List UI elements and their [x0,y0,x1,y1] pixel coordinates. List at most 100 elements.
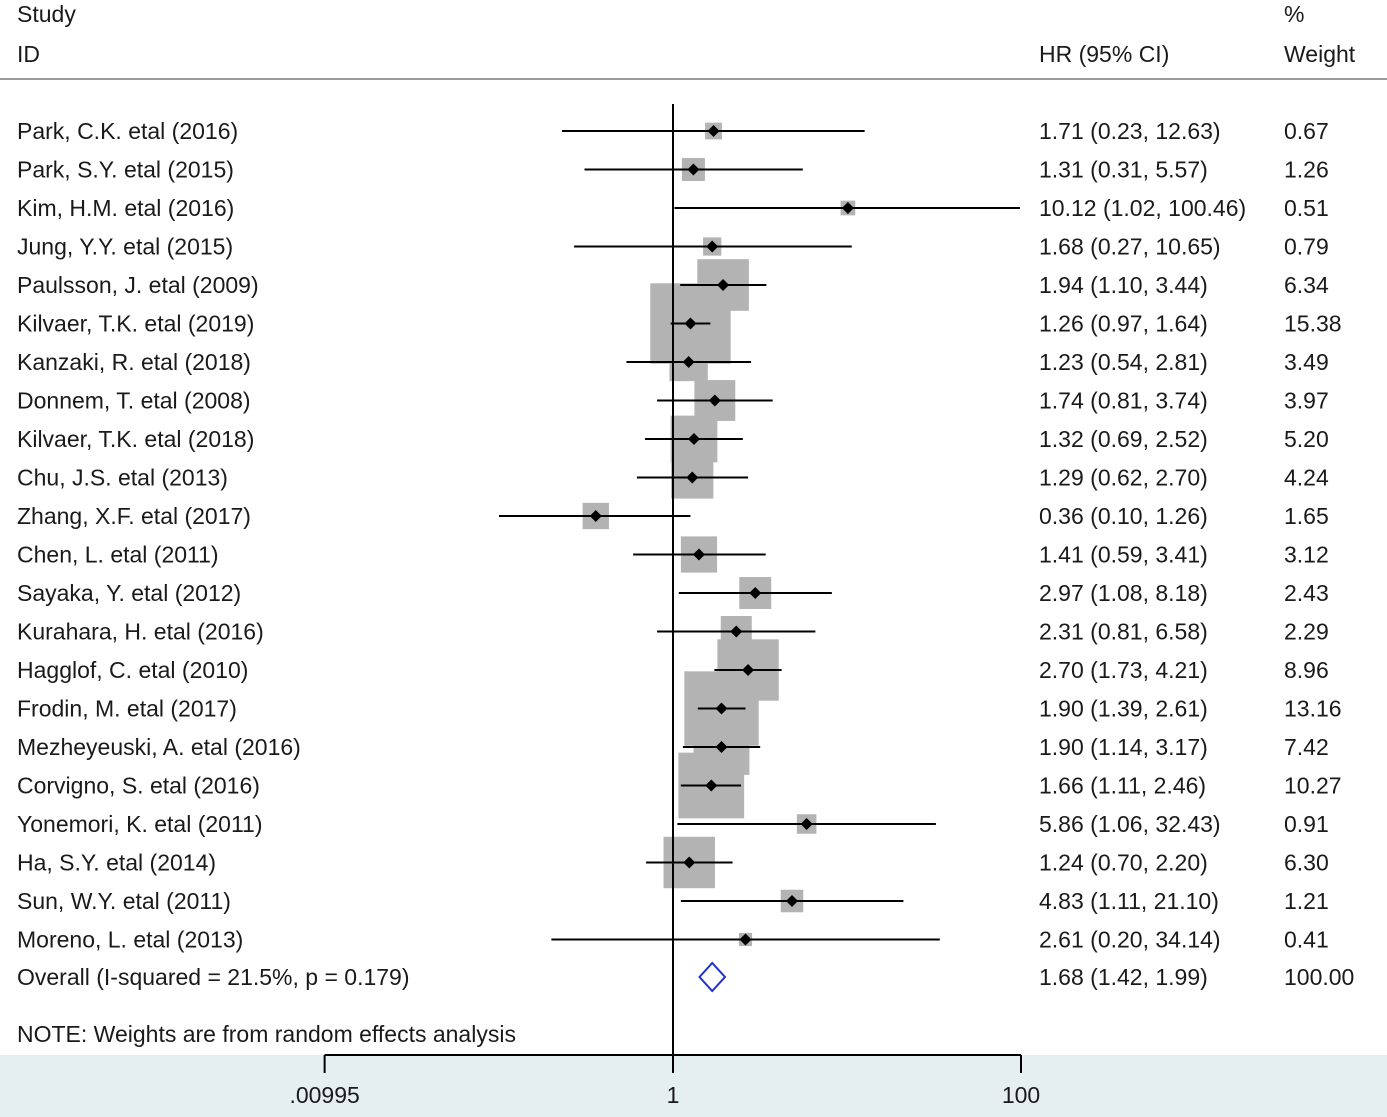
point-estimate [683,856,696,869]
overall-hr-ci-text: 1.68 (1.42, 1.99) [1039,964,1208,990]
hr-ci-text: 4.83 (1.11, 21.10) [1039,888,1219,914]
weight-text: 2.43 [1284,580,1329,606]
point-estimate [717,279,730,291]
point-estimate [686,471,699,484]
hr-ci-text: 1.29 (0.62, 2.70) [1039,465,1208,491]
weight-text: 3.12 [1284,542,1329,568]
header-percent-label: % [1284,1,1304,27]
point-estimate [684,317,697,330]
hr-ci-text: 1.66 (1.11, 2.46) [1039,773,1206,799]
hr-ci-text: 1.74 (0.81, 3.74) [1039,388,1208,414]
point-estimate [708,394,721,407]
point-estimate [715,702,728,715]
study-id: Donnem, T. etal (2008) [17,388,251,414]
point-estimates [589,125,854,946]
study-id: Ha, S.Y. etal (2014) [17,850,216,876]
point-estimate [739,933,752,946]
point-estimate [692,548,705,561]
hr-ci-text: 1.31 (0.31, 5.57) [1039,157,1208,183]
weight-text: 8.96 [1284,657,1329,683]
weight-text: 1.26 [1284,157,1329,183]
study-id: Yonemori, K. etal (2011) [17,811,262,837]
header-id-label: ID [17,41,40,67]
weight-text: 3.49 [1284,349,1329,375]
study-id: Kim, H.M. etal (2016) [17,195,234,221]
confidence-intervals [499,130,1020,941]
point-estimate [707,125,720,137]
study-id: Park, C.K. etal (2016) [17,118,238,144]
study-id: Kilvaer, T.K. etal (2018) [17,426,254,452]
weight-text: 13.16 [1284,696,1342,722]
header-hr-label: HR (95% CI) [1039,41,1169,67]
hr-ci-text: 1.90 (1.14, 3.17) [1039,734,1208,760]
study-id: Frodin, M. etal (2017) [17,696,237,722]
weight-text: 0.51 [1284,195,1329,221]
weights-note: NOTE: Weights are from random effects an… [17,1021,516,1047]
weight-text: 0.91 [1284,811,1329,837]
hr-ci-text: 1.26 (0.97, 1.64) [1039,311,1208,337]
study-id: Moreno, L. etal (2013) [17,927,243,953]
study-id: Kurahara, H. etal (2016) [17,619,264,645]
weight-text: 0.67 [1284,118,1329,144]
hr-ci-text: 2.31 (0.81, 6.58) [1039,619,1208,645]
hr-ci-text: 1.90 (1.39, 2.61) [1039,696,1208,722]
study-id: Paulsson, J. etal (2009) [17,272,259,298]
point-estimate [687,163,700,176]
point-estimate [730,625,743,638]
header-weight-label: Weight [1284,41,1356,67]
weight-text: 5.20 [1284,426,1329,452]
point-estimate [682,356,695,368]
overall-diamond [698,961,727,993]
hr-ci-text: 1.68 (0.27, 10.65) [1039,234,1221,260]
weight-text: 0.79 [1284,234,1329,260]
point-estimate [749,587,762,599]
study-id: Zhang, X.F. etal (2017) [17,503,251,529]
weight-text: 1.65 [1284,503,1329,529]
x-tick-label: .00995 [289,1082,359,1108]
point-estimate [742,664,755,676]
study-id: Chu, J.S. etal (2013) [17,465,228,491]
point-estimate [705,779,718,792]
study-id: Hagglof, C. etal (2010) [17,657,248,683]
weight-text: 2.29 [1284,619,1329,645]
study-id: Sun, W.Y. etal (2011) [17,888,231,914]
point-estimate [841,202,854,214]
hr-ci-text: 1.32 (0.69, 2.52) [1039,426,1208,452]
study-id: Chen, L. etal (2011) [17,542,219,568]
weight-text: 3.97 [1284,388,1329,414]
hr-ci-text: 5.86 (1.06, 32.43) [1039,811,1221,837]
hr-ci-text: 2.61 (0.20, 34.14) [1039,927,1221,953]
hr-ci-text: 0.36 (0.10, 1.26) [1039,503,1208,529]
study-id: Kanzaki, R. etal (2018) [17,349,251,375]
hr-ci-text: 10.12 (1.02, 100.46) [1039,195,1246,221]
axis-band [0,1055,1387,1117]
overall-label: Overall (I-squared = 21.5%, p = 0.179) [17,964,410,990]
weight-text: 6.30 [1284,850,1329,876]
study-id: Mezheyeuski, A. etal (2016) [17,734,301,760]
x-axis-ticks: .00995 1 100 [289,1055,1040,1108]
weight-text: 0.41 [1284,927,1329,953]
hr-ci-text: 1.94 (1.10, 3.44) [1039,272,1208,298]
point-estimate [786,895,799,907]
study-text: Park, C.K. etal (2016) 1.71 (0.23, 12.63)… [17,118,1354,990]
study-id: Sayaka, Y. etal (2012) [17,580,241,606]
study-id: Park, S.Y. etal (2015) [17,157,234,183]
weight-text: 10.27 [1284,773,1342,799]
weight-text: 4.24 [1284,465,1329,491]
weight-text: 1.21 [1284,888,1329,914]
hr-ci-text: 1.41 (0.59, 3.41) [1039,542,1208,568]
study-id: Kilvaer, T.K. etal (2019) [17,311,254,337]
point-estimate [687,433,700,445]
hr-ci-text: 1.71 (0.23, 12.63) [1039,118,1221,144]
point-estimate [589,510,602,522]
hr-ci-text: 1.24 (0.70, 2.20) [1039,850,1208,876]
overall-weight-text: 100.00 [1284,964,1354,990]
point-estimate [800,818,813,830]
x-tick-label: 1 [667,1082,680,1108]
weight-text: 15.38 [1284,311,1342,337]
study-id: Corvigno, S. etal (2016) [17,773,260,799]
weight-text: 6.34 [1284,272,1329,298]
weight-text: 7.42 [1284,734,1329,760]
point-estimate [706,240,719,253]
